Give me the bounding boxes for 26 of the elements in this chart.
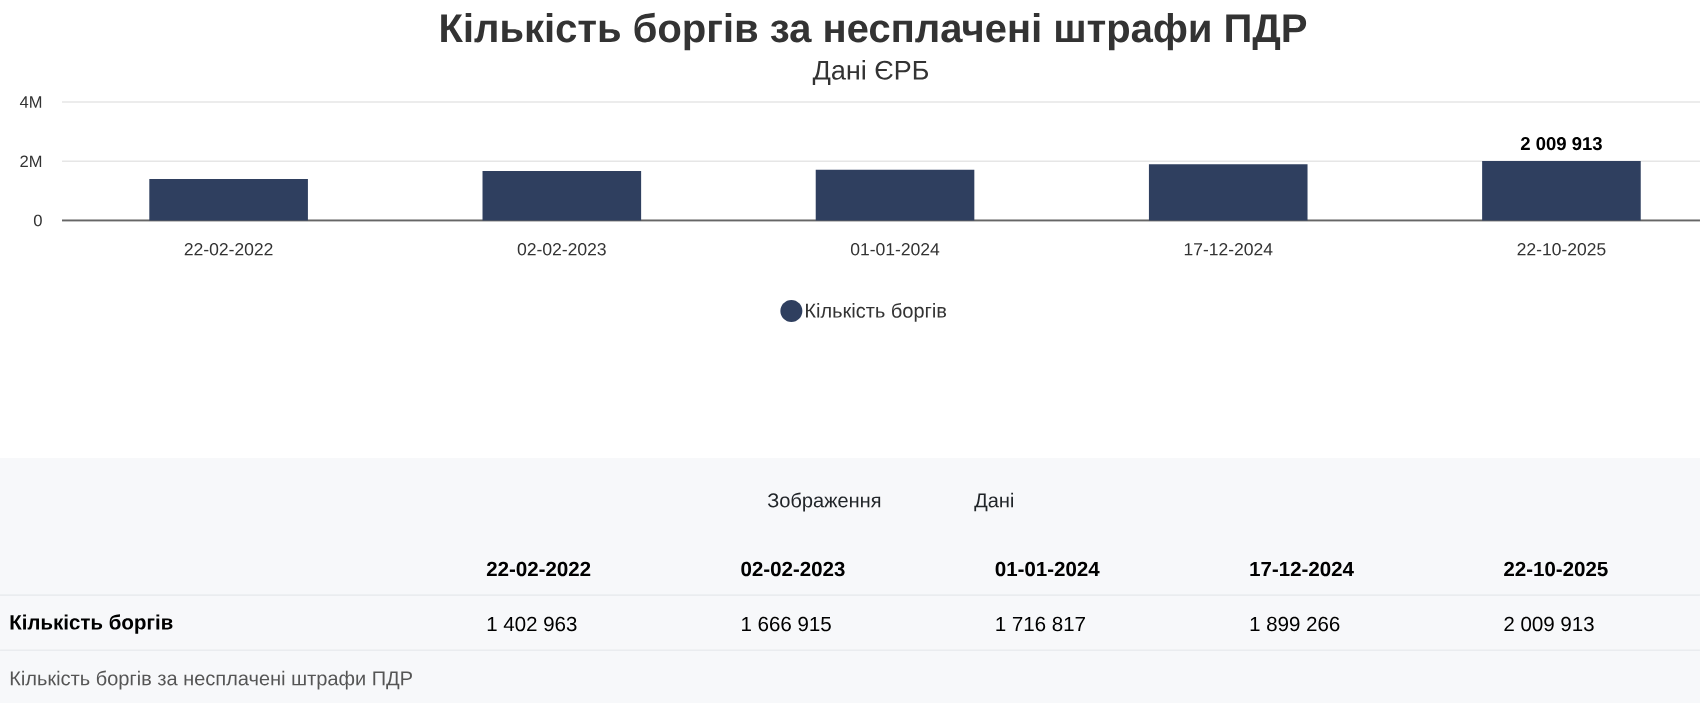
x-tick-label: 02-02-2023: [517, 243, 606, 256]
text: Зображення: [767, 492, 881, 512]
y-tick-label: 4M: [19, 96, 42, 108]
chart-subtitle: Дані ЄРБ: [812, 59, 928, 85]
category-label: 22-02-2022: [486, 561, 591, 577]
y-tick-label: 0: [33, 214, 42, 227]
text: 1 402 963: [487, 616, 577, 632]
x-tick-label: 22-02-2022: [184, 243, 273, 256]
text: Кількість боргів за несплачені штрафи ПДР: [10, 670, 412, 690]
text: Дані: [974, 492, 1013, 512]
y-tick-label: 2M: [20, 155, 42, 168]
category-label: 01-01-2024: [995, 561, 1100, 577]
category-label: 22-10-2025: [1504, 561, 1608, 577]
x-tick-label: 17-12-2024: [1184, 243, 1273, 256]
data-label: 2 009 913: [1520, 137, 1602, 151]
x-tick-label: 22-10-2025: [1517, 243, 1606, 256]
x-tick-label: 01-01-2024: [850, 243, 940, 256]
category-label: 17-12-2024: [1250, 561, 1354, 577]
chart-title: Кількість боргів за несплачені штрафи ПДР: [441, 12, 1307, 51]
category-label: 02-02-2023: [741, 561, 845, 577]
text: 1 716 817: [996, 616, 1085, 632]
legend-label: Кількість боргів: [806, 302, 947, 322]
text: 1 899 266: [1250, 616, 1340, 632]
text: Кількість боргів: [10, 614, 173, 634]
text: 2 009 913: [1504, 616, 1594, 632]
text: 1 666 915: [742, 616, 831, 632]
